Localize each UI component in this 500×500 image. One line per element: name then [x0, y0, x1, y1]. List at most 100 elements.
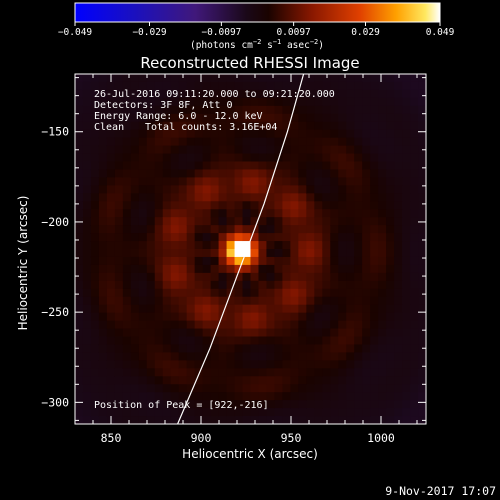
heatmap-cell — [354, 304, 363, 314]
heatmap-cell — [202, 105, 212, 115]
heatmap-cell — [314, 400, 323, 409]
heatmap-cell — [130, 161, 140, 171]
heatmap-cell — [170, 185, 180, 194]
heatmap-cell — [394, 185, 403, 194]
heatmap-cell — [210, 328, 220, 338]
heatmap-cell — [306, 256, 315, 266]
heatmap-cell — [218, 352, 228, 361]
heatmap-cell — [258, 272, 268, 282]
heatmap-cell — [346, 360, 355, 369]
heatmap-cell — [378, 153, 387, 163]
heatmap-cell — [82, 169, 92, 178]
heatmap-cell — [146, 416, 156, 424]
heatmap-cell — [338, 89, 347, 99]
heatmap-cell — [82, 336, 92, 346]
heatmap-cell — [242, 81, 252, 91]
heatmap-cell — [394, 225, 403, 234]
heatmap-cell — [314, 113, 323, 123]
heatmap-cell — [266, 408, 276, 417]
heatmap-cell — [338, 304, 347, 314]
heatmap-cell — [210, 304, 220, 314]
heatmap-cell — [290, 328, 299, 338]
heatmap-cell — [266, 113, 276, 123]
heatmap-cell — [298, 272, 307, 282]
heatmap-cell — [90, 97, 100, 107]
heatmap-cell — [298, 225, 307, 234]
heatmap-cell — [402, 121, 411, 131]
heatmap-cell — [346, 296, 355, 306]
heatmap-cell — [362, 169, 371, 178]
heatmap-cell — [154, 185, 164, 194]
heatmap-cell — [330, 137, 339, 147]
heatmap-cell — [386, 217, 395, 226]
heatmap-cell — [210, 81, 220, 91]
heatmap-cell — [402, 312, 411, 322]
heatmap-cell — [274, 201, 284, 210]
heatmap-cell — [170, 177, 180, 186]
heatmap-cell — [210, 74, 220, 83]
heatmap-cell — [234, 368, 244, 377]
heatmap-cell — [202, 193, 212, 202]
heatmap-cell — [106, 241, 116, 250]
heatmap-cell — [258, 169, 268, 178]
heatmap-cell — [106, 137, 116, 147]
heatmap-cell — [194, 233, 204, 242]
heatmap-cell — [362, 312, 371, 322]
heatmap-cell — [122, 129, 132, 139]
heatmap-cell — [354, 137, 363, 147]
heatmap-cell — [210, 233, 220, 242]
heatmap-cell — [362, 193, 371, 202]
heatmap-cell — [250, 241, 260, 250]
heatmap-cell — [394, 97, 403, 107]
heatmap-cell — [250, 169, 260, 178]
heatmap-cell — [226, 185, 236, 194]
heatmap-cell — [234, 280, 244, 290]
heatmap-cell — [242, 280, 252, 290]
heatmap-cell — [98, 177, 108, 186]
heatmap-cell — [106, 360, 116, 369]
heatmap-cell — [330, 344, 339, 353]
heatmap-cell — [82, 416, 92, 424]
heatmap-cell — [75, 169, 84, 178]
heatmap-cell — [386, 185, 395, 194]
heatmap-cell — [202, 185, 212, 194]
heatmap-cell — [162, 153, 172, 163]
heatmap-cell — [330, 336, 339, 346]
heatmap-cell — [162, 288, 172, 298]
heatmap-cell — [106, 384, 116, 393]
heatmap-cell — [242, 336, 252, 346]
x-axis-label: Heliocentric X (arcsec) — [182, 447, 318, 461]
heatmap-cell — [418, 105, 426, 115]
heatmap-cell — [322, 384, 331, 393]
heatmap-cell — [154, 256, 164, 266]
heatmap-cell — [282, 74, 291, 83]
heatmap-cell — [90, 177, 100, 186]
heatmap-cell — [90, 272, 100, 282]
heatmap-cell — [250, 193, 260, 202]
heatmap-cell — [226, 264, 236, 274]
heatmap-cell — [386, 320, 395, 330]
heatmap-cell — [186, 249, 196, 258]
heatmap-cell — [154, 209, 164, 218]
heatmap-cell — [370, 280, 379, 290]
heatmap-cell — [98, 296, 108, 306]
heatmap-cell — [282, 336, 291, 346]
heatmap-cell — [106, 344, 116, 353]
heatmap-cell — [178, 352, 188, 361]
heatmap-cell — [186, 296, 196, 306]
heatmap-cell — [178, 145, 188, 155]
heatmap-cell — [346, 352, 355, 361]
heatmap-cell — [202, 241, 212, 250]
heatmap-cell — [242, 384, 252, 393]
heatmap-cell — [138, 256, 148, 266]
heatmap-cell — [162, 416, 172, 424]
heatmap-cell — [178, 296, 188, 306]
heatmap-cell — [114, 121, 124, 131]
heatmap-cell — [130, 296, 140, 306]
heatmap-cell — [210, 193, 220, 202]
heatmap-cell — [154, 177, 164, 186]
heatmap-cell — [226, 376, 236, 385]
colorbar-gradient — [75, 3, 440, 22]
heatmap-cell — [410, 129, 419, 139]
heatmap-cell — [178, 376, 188, 385]
